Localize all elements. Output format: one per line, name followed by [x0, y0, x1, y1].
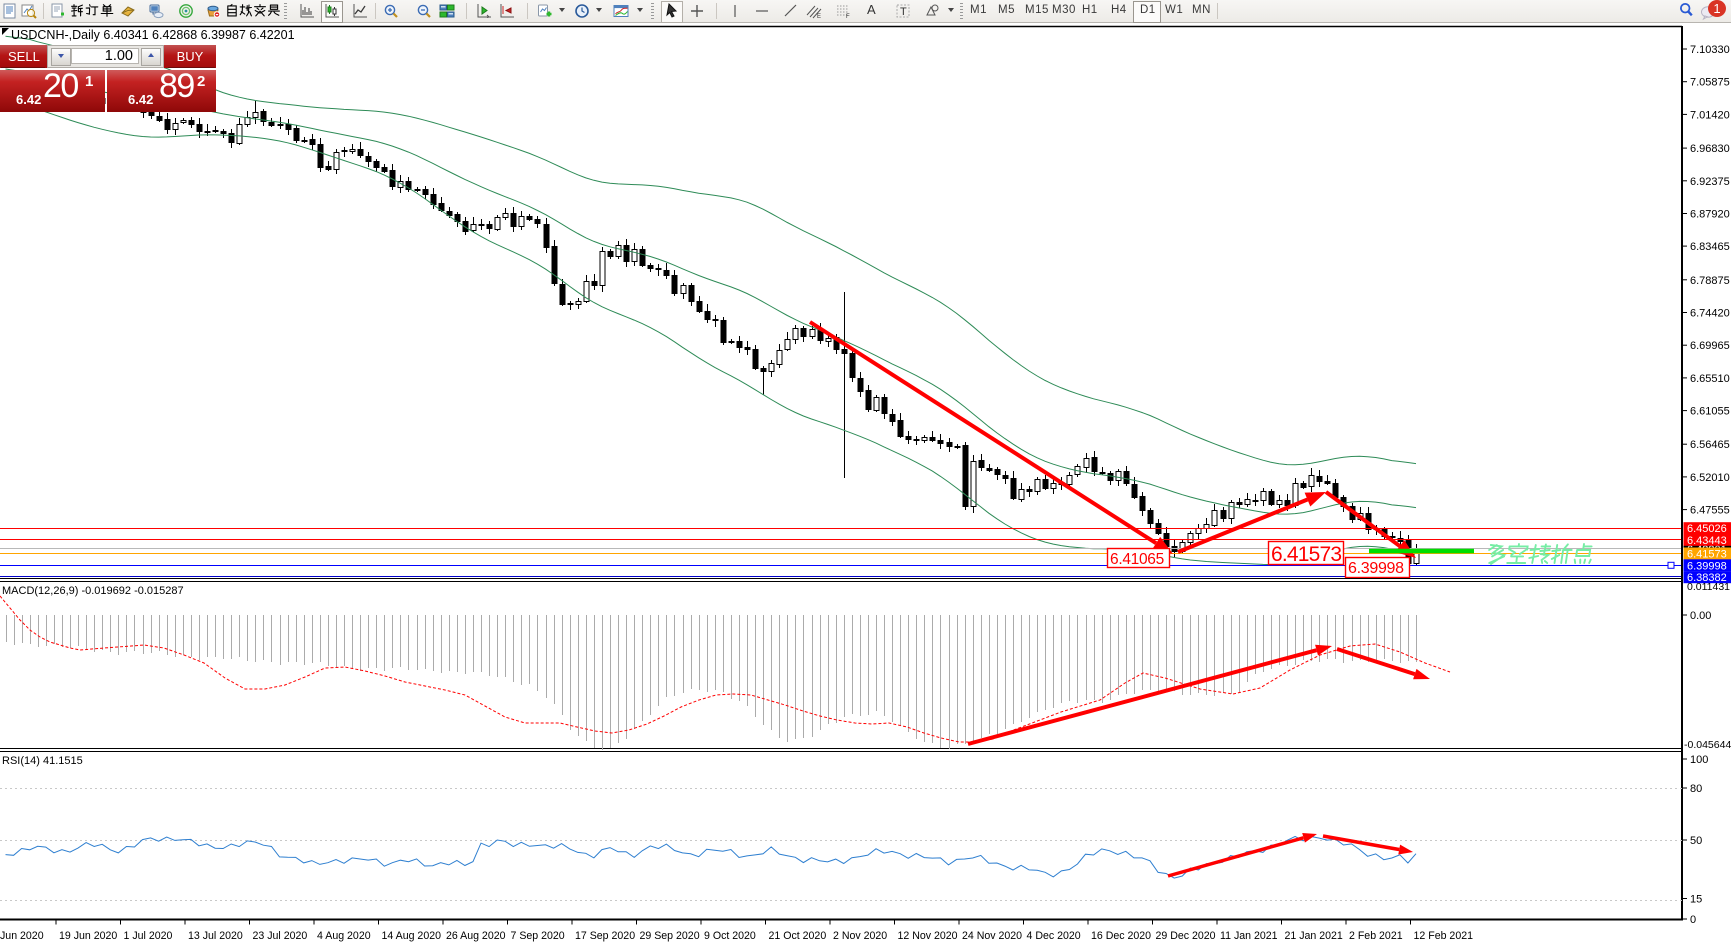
- svg-text:RSI(14) 41.1515: RSI(14) 41.1515: [2, 755, 83, 767]
- svg-text:6.69965: 6.69965: [1690, 340, 1730, 352]
- svg-text:6.41065: 6.41065: [1110, 551, 1164, 568]
- svg-text:6.61055: 6.61055: [1690, 406, 1730, 418]
- svg-text:6.39998: 6.39998: [1687, 560, 1727, 572]
- svg-text:6.96830: 6.96830: [1690, 143, 1730, 155]
- svg-text:24 Nov 2020: 24 Nov 2020: [962, 930, 1022, 942]
- svg-text:6.52010: 6.52010: [1690, 472, 1730, 484]
- svg-text:6.38382: 6.38382: [1687, 572, 1727, 584]
- svg-text:7.05875: 7.05875: [1690, 77, 1730, 89]
- svg-text:6.92375: 6.92375: [1690, 176, 1730, 188]
- svg-text:7.10330: 7.10330: [1690, 44, 1730, 56]
- svg-text:0: 0: [1690, 914, 1696, 926]
- svg-text:2 Feb 2021: 2 Feb 2021: [1349, 930, 1403, 942]
- svg-text:6.41573: 6.41573: [1687, 549, 1727, 561]
- svg-text:11 Jan 2021: 11 Jan 2021: [1220, 930, 1278, 942]
- svg-text:0.011431: 0.011431: [1687, 581, 1730, 593]
- svg-text:4 Aug 2020: 4 Aug 2020: [317, 930, 371, 942]
- svg-text:6.65510: 6.65510: [1690, 373, 1730, 385]
- svg-text:2 Nov 2020: 2 Nov 2020: [833, 930, 887, 942]
- svg-text:23 Jul 2020: 23 Jul 2020: [253, 930, 308, 942]
- svg-text:29 Sep 2020: 29 Sep 2020: [640, 930, 700, 942]
- svg-text:50: 50: [1690, 835, 1702, 847]
- svg-text:13 Jul 2020: 13 Jul 2020: [188, 930, 243, 942]
- svg-text:12 Nov 2020: 12 Nov 2020: [898, 930, 958, 942]
- svg-text:6.56465: 6.56465: [1690, 439, 1730, 451]
- svg-text:0.00: 0.00: [1690, 610, 1711, 622]
- svg-text:6.41573: 6.41573: [1271, 543, 1341, 566]
- svg-text:6.87920: 6.87920: [1690, 209, 1730, 221]
- svg-text:6.47555: 6.47555: [1690, 505, 1730, 517]
- svg-text:100: 100: [1690, 754, 1708, 766]
- svg-text:12 Feb 2021: 12 Feb 2021: [1414, 930, 1474, 942]
- svg-text:6.74420: 6.74420: [1690, 308, 1730, 320]
- svg-text:1 Jul 2020: 1 Jul 2020: [124, 930, 173, 942]
- svg-text:16 Dec 2020: 16 Dec 2020: [1091, 930, 1151, 942]
- svg-text:USDCNH-,Daily 6.40341 6.42868: USDCNH-,Daily 6.40341 6.42868 6.39987 6.…: [11, 28, 295, 42]
- svg-text:9 Oct 2020: 9 Oct 2020: [704, 930, 756, 942]
- svg-text:21 Jan 2021: 21 Jan 2021: [1285, 930, 1343, 942]
- svg-text:-0.045644: -0.045644: [1684, 739, 1731, 751]
- svg-text:19 Jun 2020: 19 Jun 2020: [59, 930, 117, 942]
- svg-text:6.83465: 6.83465: [1690, 241, 1730, 253]
- svg-text:Jun 2020: Jun 2020: [0, 930, 44, 942]
- svg-text:6.43443: 6.43443: [1687, 535, 1727, 547]
- svg-text:MACD(12,26,9) -0.019692 -0.015: MACD(12,26,9) -0.019692 -0.015287: [2, 585, 184, 597]
- svg-text:7.01420: 7.01420: [1690, 109, 1730, 121]
- svg-text:21 Oct 2020: 21 Oct 2020: [769, 930, 827, 942]
- svg-text:17 Sep 2020: 17 Sep 2020: [575, 930, 635, 942]
- svg-text:6.39998: 6.39998: [1348, 560, 1404, 577]
- svg-text:80: 80: [1690, 783, 1702, 795]
- svg-text:26 Aug 2020: 26 Aug 2020: [446, 930, 506, 942]
- svg-text:14 Aug 2020: 14 Aug 2020: [382, 930, 442, 942]
- svg-text:T: T: [900, 6, 907, 18]
- svg-text:6.45026: 6.45026: [1687, 523, 1727, 535]
- svg-text:4 Dec 2020: 4 Dec 2020: [1027, 930, 1081, 942]
- svg-text:F: F: [846, 14, 850, 19]
- svg-text:E: E: [817, 14, 821, 19]
- svg-text:6.78875: 6.78875: [1690, 275, 1730, 287]
- svg-text:29 Dec 2020: 29 Dec 2020: [1156, 930, 1216, 942]
- svg-text:7 Sep 2020: 7 Sep 2020: [511, 930, 565, 942]
- svg-text:15: 15: [1690, 894, 1702, 906]
